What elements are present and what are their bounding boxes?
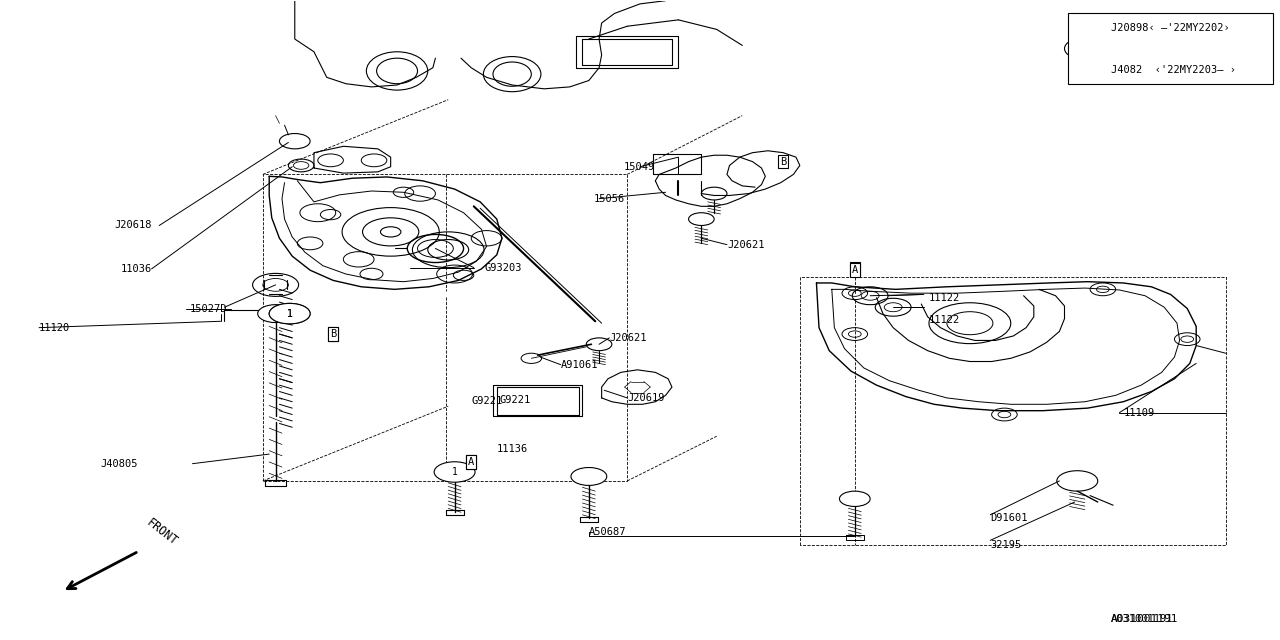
Text: B: B	[330, 329, 337, 339]
Text: G9221: G9221	[471, 396, 503, 406]
Text: D91601: D91601	[991, 513, 1028, 523]
Text: 15049: 15049	[623, 162, 654, 172]
Text: B: B	[330, 329, 337, 339]
Text: A: A	[851, 265, 858, 275]
Text: G93203: G93203	[484, 262, 521, 273]
Text: J4082  ‹'22MY2203– ›: J4082 ‹'22MY2203– ›	[1111, 65, 1235, 75]
Text: J20618: J20618	[114, 221, 151, 230]
Text: 1: 1	[287, 308, 293, 319]
Text: A: A	[468, 457, 475, 467]
Text: A50687: A50687	[589, 527, 626, 537]
Text: A031001191: A031001191	[1111, 614, 1178, 624]
Text: FRONT: FRONT	[143, 516, 180, 548]
Circle shape	[269, 303, 310, 324]
Text: A91061: A91061	[561, 360, 598, 370]
Text: 1: 1	[1084, 44, 1091, 54]
Text: A: A	[468, 457, 475, 467]
Text: 15056: 15056	[594, 194, 625, 204]
Text: A031001191: A031001191	[1111, 614, 1172, 624]
Text: 32195: 32195	[991, 540, 1021, 550]
Text: 11122: 11122	[929, 292, 960, 303]
Circle shape	[269, 303, 310, 324]
Text: J20898‹ –'22MY2202›: J20898‹ –'22MY2202›	[1111, 22, 1229, 33]
Circle shape	[434, 462, 475, 482]
Circle shape	[1065, 37, 1111, 60]
Text: J40805: J40805	[100, 459, 138, 468]
Text: A: A	[851, 264, 858, 274]
Bar	[1069, 13, 1272, 84]
Text: 11120: 11120	[40, 323, 70, 333]
Text: 11136: 11136	[497, 444, 529, 454]
Text: B: B	[780, 157, 786, 166]
Text: G9221: G9221	[499, 396, 531, 406]
Text: 1: 1	[452, 467, 457, 477]
Circle shape	[840, 491, 870, 506]
Circle shape	[571, 467, 607, 485]
Text: 11036: 11036	[120, 264, 151, 274]
Text: 11122: 11122	[929, 315, 960, 325]
Text: J20621: J20621	[609, 333, 646, 343]
Circle shape	[436, 463, 472, 481]
Text: 11109: 11109	[1124, 408, 1155, 417]
Text: 15027D: 15027D	[189, 303, 228, 314]
Text: J20619: J20619	[627, 393, 664, 403]
Text: 1: 1	[287, 308, 293, 319]
Circle shape	[257, 305, 293, 323]
Text: J20621: J20621	[727, 239, 764, 250]
